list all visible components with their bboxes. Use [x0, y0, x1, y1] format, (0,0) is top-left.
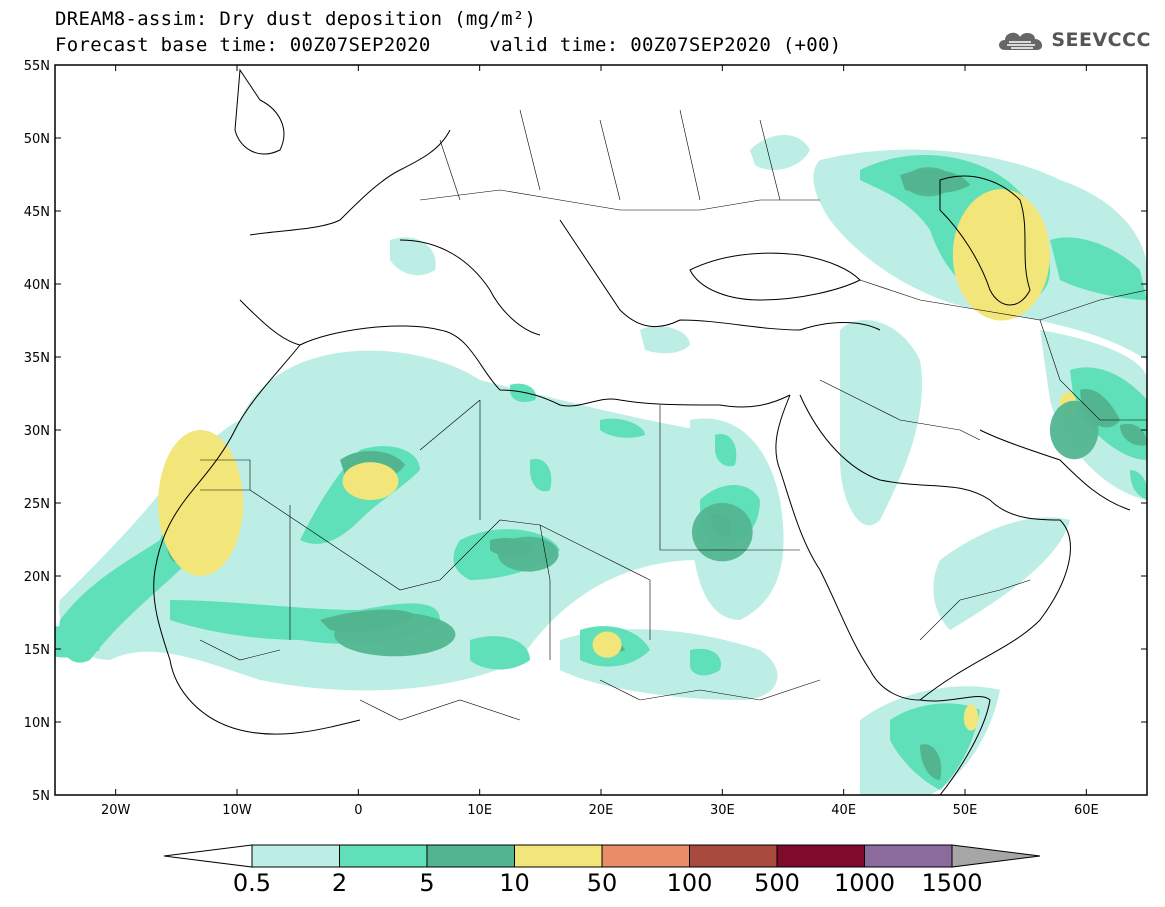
lat-tick-label: 25N — [24, 497, 50, 512]
coastline-arabia — [799, 394, 1071, 701]
lat-tick-label: 50N — [24, 132, 50, 147]
cloud-logo-icon — [999, 32, 1043, 50]
dust-patch — [1049, 400, 1099, 460]
colorbar-label: 1000 — [834, 869, 895, 897]
border-line — [359, 699, 521, 721]
map-title: DREAM8-assim: Dry dust deposition (mg/m²… — [55, 8, 537, 30]
colorbar-label: 100 — [667, 869, 713, 897]
colorbar-label: 1500 — [921, 869, 982, 897]
lat-tick-label: 40N — [24, 278, 50, 293]
border-line — [539, 524, 651, 660]
colorbar-label: 500 — [754, 869, 800, 897]
dust-patch — [692, 503, 753, 562]
lat-tick-label: 15N — [24, 643, 50, 658]
colorbar-over-triangle — [951, 844, 1041, 868]
colorbar-swatch — [339, 844, 428, 868]
colorbar-swatch — [864, 844, 953, 868]
lat-tick-label: 30N — [24, 424, 50, 439]
lat-tick-label: 20N — [24, 570, 50, 585]
seevccc-logo: SEEVCCC — [995, 26, 1151, 54]
lat-tick-label: 35N — [24, 351, 50, 366]
dust-level-10 — [158, 167, 1099, 731]
dust-patch — [497, 536, 559, 572]
lat-tick-label: 45N — [24, 205, 50, 220]
colorbar-swatch — [514, 844, 603, 868]
border-line — [919, 579, 1031, 641]
lon-tick-label: 40E — [831, 803, 856, 818]
colorbar-swatch — [426, 844, 515, 868]
lon-tick-label: 10E — [467, 803, 492, 818]
coastline-uk — [234, 68, 285, 155]
map-axes: 20W 10W 0 10E 20E 30E 40E 50E 60E 55N 50N 45N 40N 35N… — [24, 59, 1147, 818]
colorbar-swatch — [776, 844, 865, 868]
border-line — [859, 279, 1147, 321]
dust-patch — [334, 612, 456, 657]
dust-patch — [158, 430, 244, 576]
lat-tick-label: 5N — [32, 789, 50, 804]
country-borders — [199, 109, 1147, 721]
border-line — [199, 639, 281, 661]
border-line — [599, 679, 821, 701]
dust-patch — [592, 631, 622, 658]
lon-tick-label: 30E — [710, 803, 735, 818]
lon-tick-label: 60E — [1074, 803, 1099, 818]
lon-tick-label: 0 — [354, 803, 362, 818]
lon-tick-label: 20E — [589, 803, 614, 818]
colorbar-label: 5 — [419, 869, 434, 897]
coastline-europe — [239, 129, 881, 346]
border-line — [1039, 319, 1147, 421]
colorbar-label: 10 — [499, 869, 530, 897]
lon-tick-label: 10W — [222, 803, 252, 818]
colorbar-label: 50 — [587, 869, 618, 897]
coastline-black-sea — [689, 252, 861, 301]
lon-tick-label: 20W — [101, 803, 131, 818]
dust-patch — [342, 462, 399, 501]
dust-patch — [952, 189, 1050, 321]
colorbar-label: 0.5 — [233, 869, 271, 897]
coastline-caspian — [939, 175, 1031, 306]
colorbar-swatch — [689, 844, 778, 868]
coastline-red-sea — [775, 394, 921, 701]
border-line — [249, 489, 651, 591]
border-line — [200, 459, 251, 491]
lon-tick-label: 50E — [953, 803, 978, 818]
colorbar-swatch — [601, 844, 690, 868]
colorbar: 0.5 2 5 10 50 100 500 1000 1500 — [163, 844, 1041, 897]
border-line — [439, 109, 781, 201]
colorbar-under-triangle — [163, 844, 253, 868]
coastline-horn — [919, 696, 991, 795]
colorbar-label: 2 — [332, 869, 347, 897]
coastlines — [153, 68, 1131, 795]
logo-text: SEEVCCC — [1051, 29, 1151, 51]
forecast-times: Forecast base time: 00Z07SEP2020 valid t… — [55, 34, 842, 56]
lat-tick-label: 55N — [24, 59, 50, 74]
coastline-north-africa — [299, 325, 791, 408]
lat-tick-label: 10N — [24, 716, 50, 731]
coastline-africa-west — [153, 344, 361, 735]
dust-patch — [963, 704, 979, 731]
border-line — [419, 189, 820, 211]
border-line — [659, 405, 800, 551]
coastline-persian-gulf — [979, 429, 1131, 511]
dust-patch — [904, 167, 953, 197]
colorbar-swatch — [251, 844, 340, 868]
border-line — [819, 379, 981, 441]
border-line — [289, 399, 481, 640]
